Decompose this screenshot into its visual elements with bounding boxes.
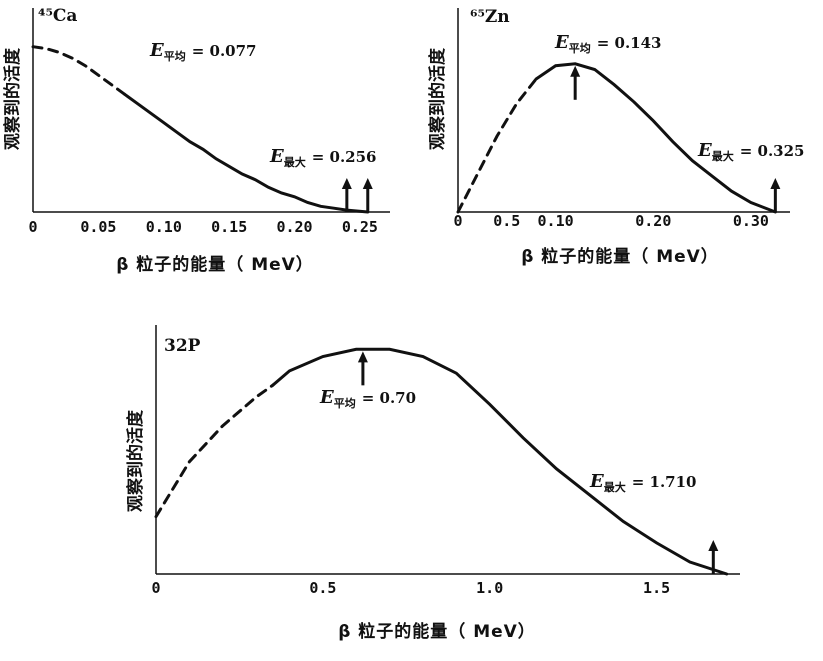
mean-energy-annotation: E平均 = 0.077: [149, 40, 257, 63]
y-axis-label: 观察到的活度: [2, 47, 23, 151]
x-tick-label: 0.05: [80, 218, 116, 236]
spectrum-curve-group: [456, 62, 777, 214]
chart-panel-p32: 32P 观察到的活度 0 0.5 1.0 1.5 β 粒子的能量（ MeV） E平均 =…: [125, 325, 740, 642]
spectrum-curve-solid: [123, 92, 370, 214]
isotope-label: ⁶⁵Zn: [470, 7, 510, 27]
x-axis-label: β 粒子的能量（ MeV）: [338, 621, 536, 642]
energy-symbol: E: [554, 32, 569, 53]
max-energy-annotation: E最大 = 0.256: [269, 146, 377, 169]
spectrum-curve-group: [154, 347, 729, 576]
spectrum-curve-dashed: [456, 77, 538, 214]
energy-arrow: [362, 178, 373, 212]
energy-subscript: 最大: [284, 155, 306, 169]
mean-energy-annotation: E平均 = 0.70: [319, 387, 416, 410]
x-tick-label: 0: [453, 212, 462, 230]
max-energy-annotation: E最大 = 1.710: [589, 471, 697, 494]
y-axis-label: 观察到的活度: [427, 47, 448, 151]
x-axis-label: β 粒子的能量（ MeV）: [116, 254, 314, 275]
energy-value: = 0.077: [192, 42, 257, 60]
energy-arrow: [357, 351, 368, 386]
x-tick-label: 0.5: [493, 212, 520, 230]
spectrum-curve-solid: [534, 62, 777, 214]
x-tick-labels: 0 0.05 0.10 0.15 0.20 0.25: [28, 218, 377, 236]
energy-symbol: E: [589, 471, 604, 492]
spectrum-curve-group: [31, 45, 370, 214]
x-tick-label: 0: [151, 579, 160, 597]
energy-arrows: [570, 65, 781, 212]
energy-subscript: 平均: [569, 41, 591, 55]
x-tick-label: 0: [28, 218, 37, 236]
mean-energy-annotation: E平均 = 0.143: [554, 32, 662, 55]
x-axis-label: β 粒子的能量（ MeV）: [521, 246, 719, 267]
chart-panel-zn65: ⁶⁵Zn 观察到的活度 0 0.5 0.10 0.20 0.30 β 粒子的能量（ Me…: [427, 7, 805, 267]
energy-arrows: [357, 351, 719, 574]
energy-arrow: [770, 178, 781, 212]
isotope-label: ⁴⁵Ca: [38, 6, 77, 26]
x-tick-label: 0.20: [276, 218, 312, 236]
isotope-label: 32P: [164, 336, 201, 356]
energy-arrows: [341, 178, 373, 212]
x-tick-label: 0.15: [211, 218, 247, 236]
energy-symbol: E: [697, 140, 712, 161]
energy-symbol: E: [269, 146, 284, 167]
energy-subscript: 最大: [712, 149, 734, 163]
x-tick-label: 0.5: [309, 579, 336, 597]
x-tick-label: 1.5: [643, 579, 670, 597]
energy-value: = 1.710: [632, 473, 697, 491]
energy-value: = 0.70: [362, 389, 416, 407]
spectrum-curve-dashed: [154, 383, 275, 519]
x-tick-label: 0.25: [342, 218, 378, 236]
energy-value: = 0.143: [597, 34, 662, 52]
energy-symbol: E: [149, 40, 164, 61]
x-tick-label: 0.30: [733, 212, 769, 230]
x-tick-labels: 0 0.5 0.10 0.20 0.30: [453, 212, 768, 230]
spectrum-curve-solid: [271, 347, 729, 576]
x-tick-labels: 0 0.5 1.0 1.5: [151, 579, 670, 597]
chart-panel-ca45: ⁴⁵Ca 观察到的活度 0 0.05 0.10 0.15 0.20 0.25 β 粒子的能…: [2, 6, 390, 275]
energy-symbol: E: [319, 387, 334, 408]
x-tick-label: 1.0: [476, 579, 503, 597]
energy-arrow: [708, 540, 719, 574]
energy-arrow: [570, 65, 581, 100]
energy-value: = 0.256: [312, 148, 377, 166]
x-tick-label: 0.10: [538, 212, 574, 230]
x-tick-label: 0.20: [635, 212, 671, 230]
x-tick-label: 0.10: [146, 218, 182, 236]
y-axis-label: 观察到的活度: [125, 409, 146, 513]
spectrum-curve-dashed: [31, 45, 126, 96]
max-energy-annotation: E最大 = 0.325: [697, 140, 805, 163]
energy-subscript: 平均: [334, 396, 356, 410]
energy-subscript: 最大: [604, 480, 626, 494]
energy-subscript: 平均: [164, 49, 186, 63]
energy-value: = 0.325: [740, 142, 805, 160]
energy-arrow: [341, 178, 352, 212]
